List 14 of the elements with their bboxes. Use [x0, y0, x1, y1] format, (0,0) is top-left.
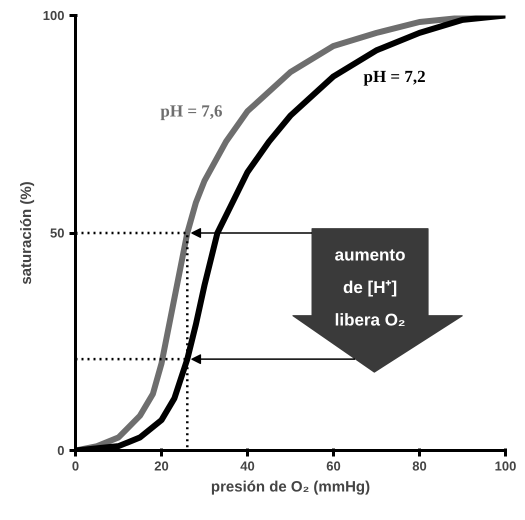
annotation: aumento de [H⁺] libera O₂ — [334, 245, 406, 330]
y-tick-label: 50 — [50, 226, 65, 240]
x-tick-label: 20 — [154, 458, 169, 474]
series-label: pH = 7,6 — [160, 102, 223, 121]
x-tick-label: 80 — [412, 458, 427, 474]
series-label: pH = 7,2 — [364, 66, 426, 86]
x-tick-label: 40 — [240, 458, 255, 474]
y-tick-label: 100 — [42, 8, 65, 23]
y-axis-title: saturación (%) — [18, 181, 35, 285]
x-tick-label: 100 — [494, 458, 516, 474]
x-tick-label: 60 — [326, 458, 341, 474]
y-tick-label: 0 — [57, 443, 65, 458]
x-axis-title: presión de O₂ (mmHg) — [210, 478, 370, 496]
x-tick-label: 0 — [72, 458, 80, 474]
